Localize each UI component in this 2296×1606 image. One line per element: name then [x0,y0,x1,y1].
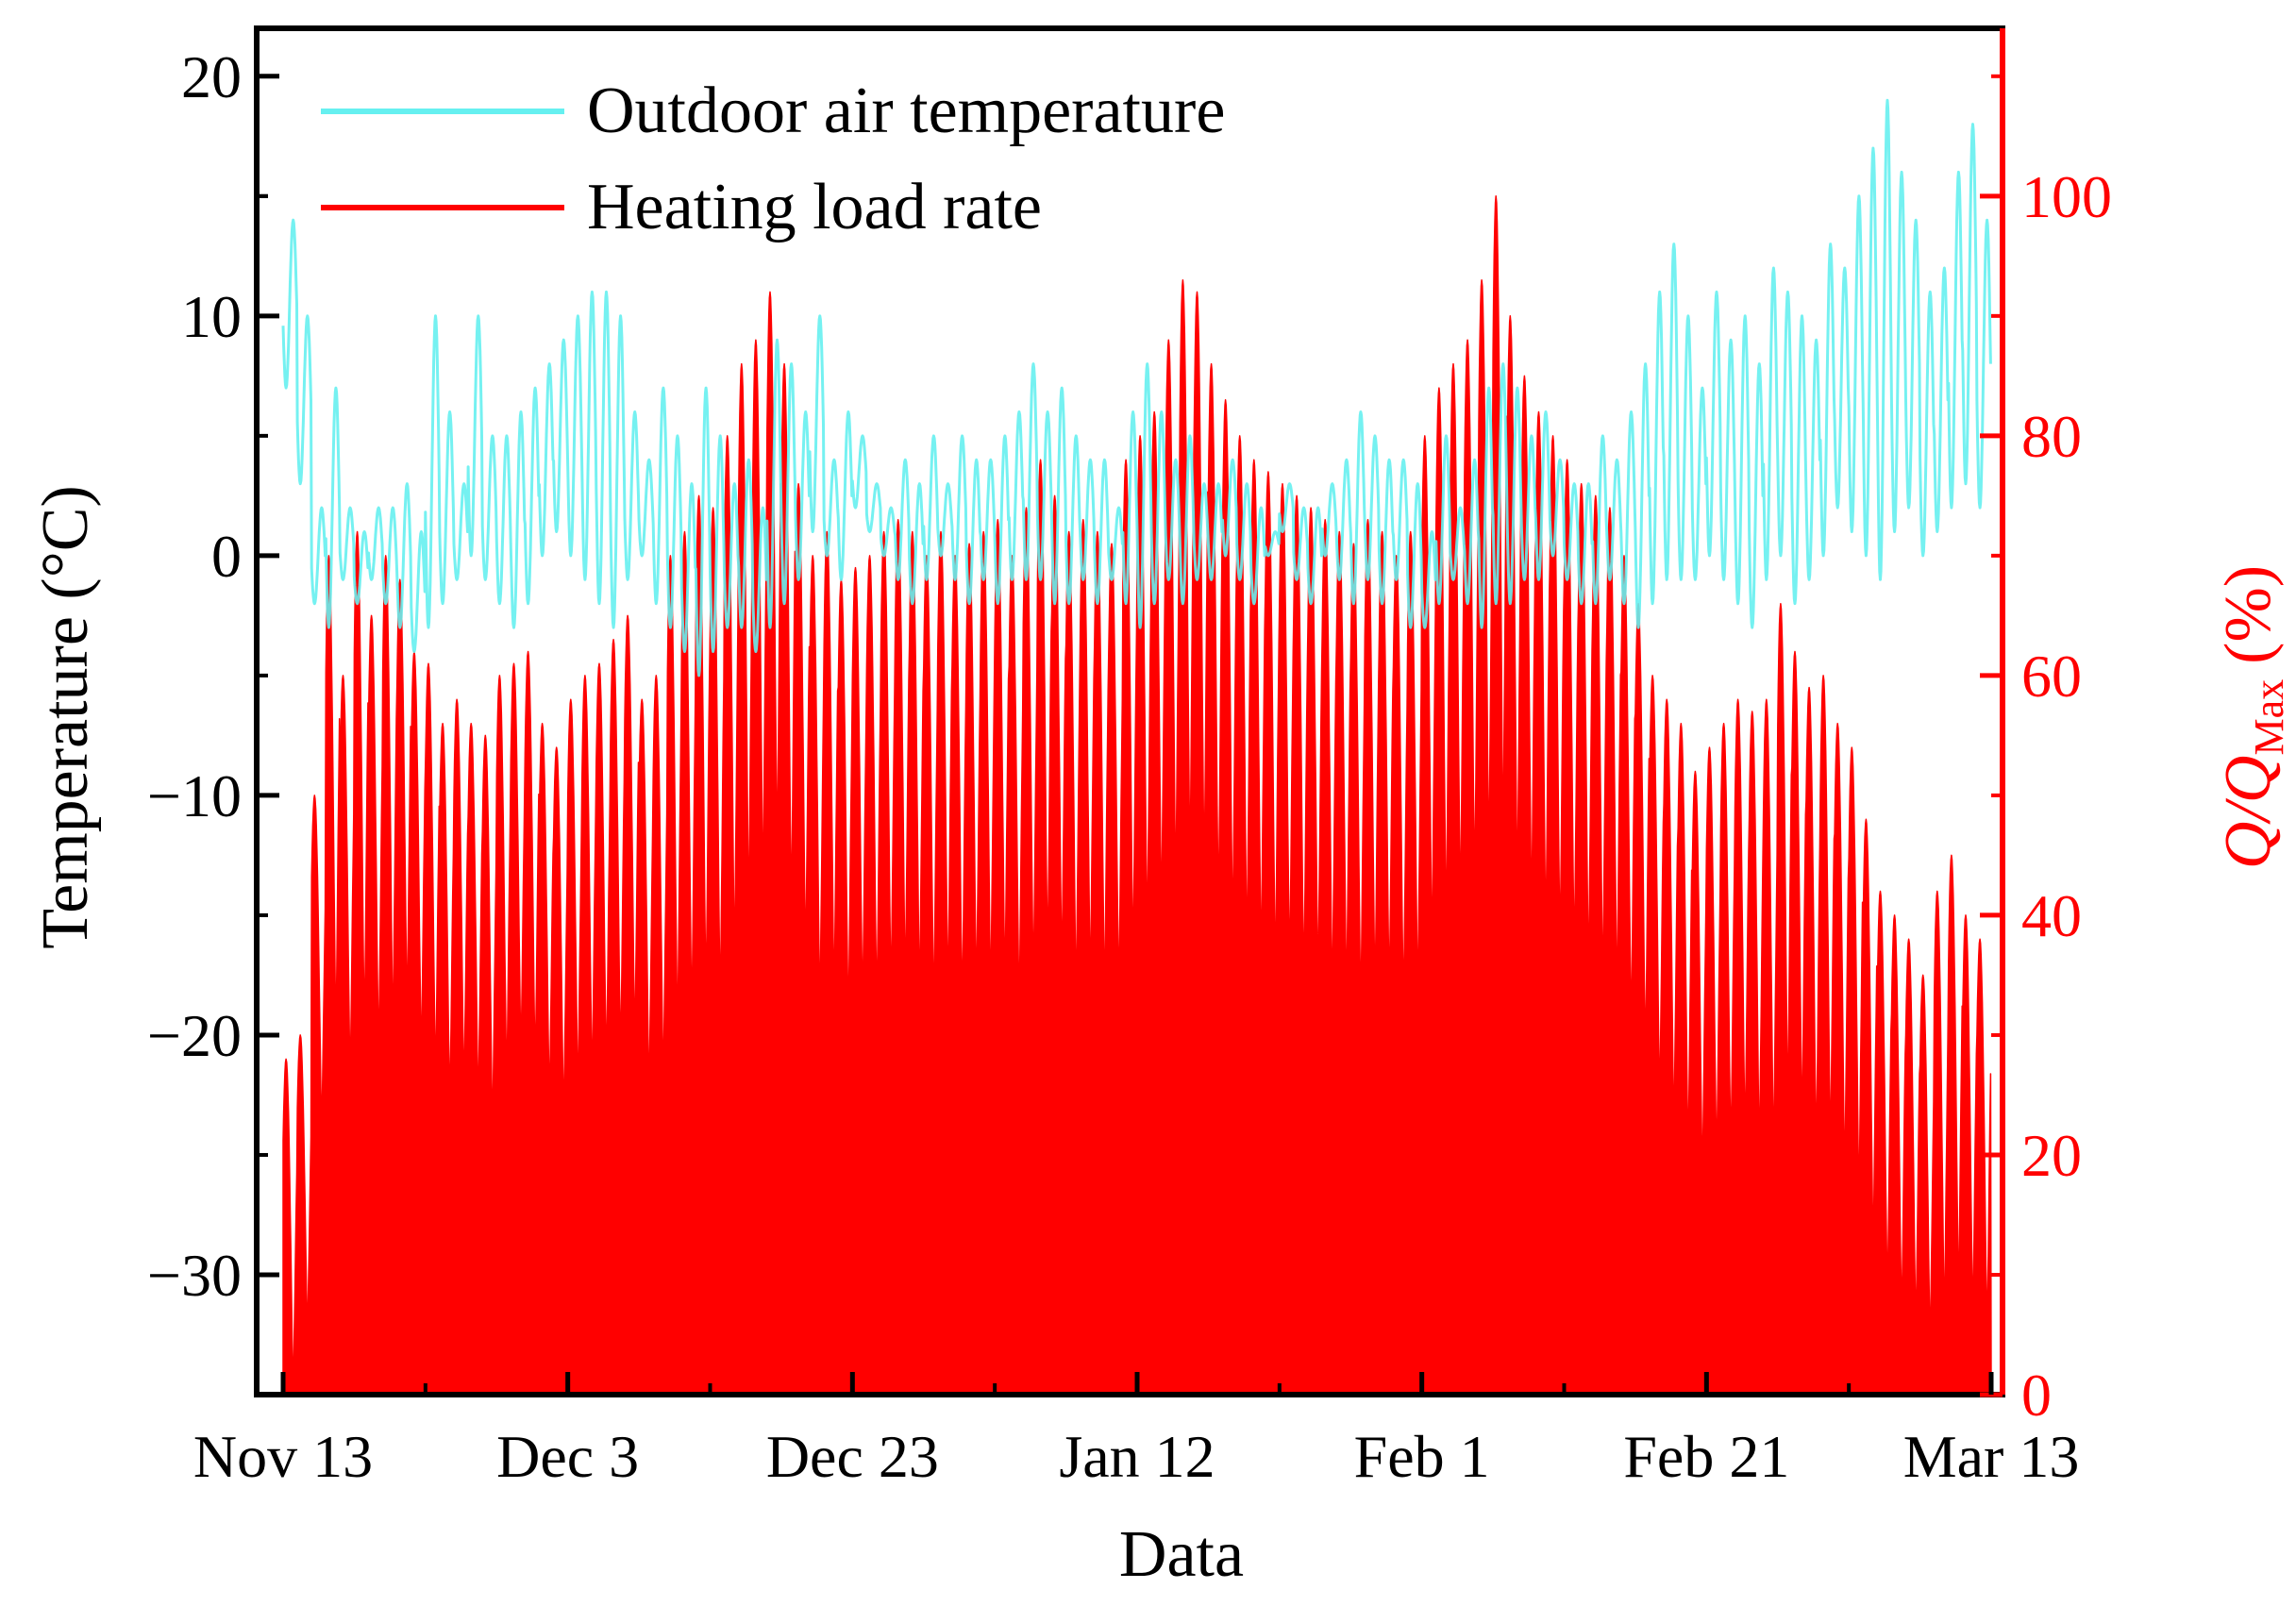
bottom-axis-ticks: Nov 13 Dec 3 Dec 23 Jan 12 Feb 1 Feb 21 Mar 13 [193,1372,2079,1490]
left-tick-label: 0 [211,523,242,590]
left-tick-label: −10 [147,762,242,829]
legend-label-temperature: Outdoor air temperature [587,75,1225,147]
right-axis-title-unit: (%) [2212,565,2285,664]
right-tick-label: 100 [2021,163,2112,230]
x-axis-title: Data [1119,1518,1244,1591]
right-tick-label: 60 [2021,643,2082,710]
right-tick-label: 80 [2021,403,2082,470]
bottom-tick-label: Nov 13 [193,1423,373,1490]
right-tick-label: 40 [2021,882,2082,949]
bottom-tick-label: Jan 12 [1059,1423,1215,1490]
left-tick-label: −30 [147,1242,242,1309]
right-tick-label: 0 [2021,1362,2052,1429]
bottom-tick-label: Dec 3 [496,1423,639,1490]
right-axis-title: Q/QMax (%) [2212,565,2292,869]
bottom-tick-label: Dec 23 [766,1423,939,1490]
bottom-tick-label: Mar 13 [1903,1423,2080,1490]
left-axis-title: Temperature (°C) [29,485,102,948]
plot-area [281,98,1992,1395]
bottom-tick-label: Feb 21 [1623,1423,1789,1490]
right-tick-label: 20 [2021,1122,2082,1189]
right-axis-title-sub: Max [2246,679,2292,756]
left-tick-label: 10 [181,283,242,350]
legend-label-heating-load: Heating load rate [587,171,1042,243]
legend: Outdoor air temperature Heating load rat… [321,75,1225,243]
temperature-series [281,98,1992,678]
left-tick-label: −20 [147,1002,242,1069]
left-tick-label: 20 [181,43,242,110]
left-axis-ticks: 20 10 0 −10 −20 −30 [147,43,279,1309]
bottom-tick-label: Feb 1 [1354,1423,1490,1490]
right-axis-title-main: Q/Q [2212,756,2285,870]
temperature-line [281,98,1992,678]
